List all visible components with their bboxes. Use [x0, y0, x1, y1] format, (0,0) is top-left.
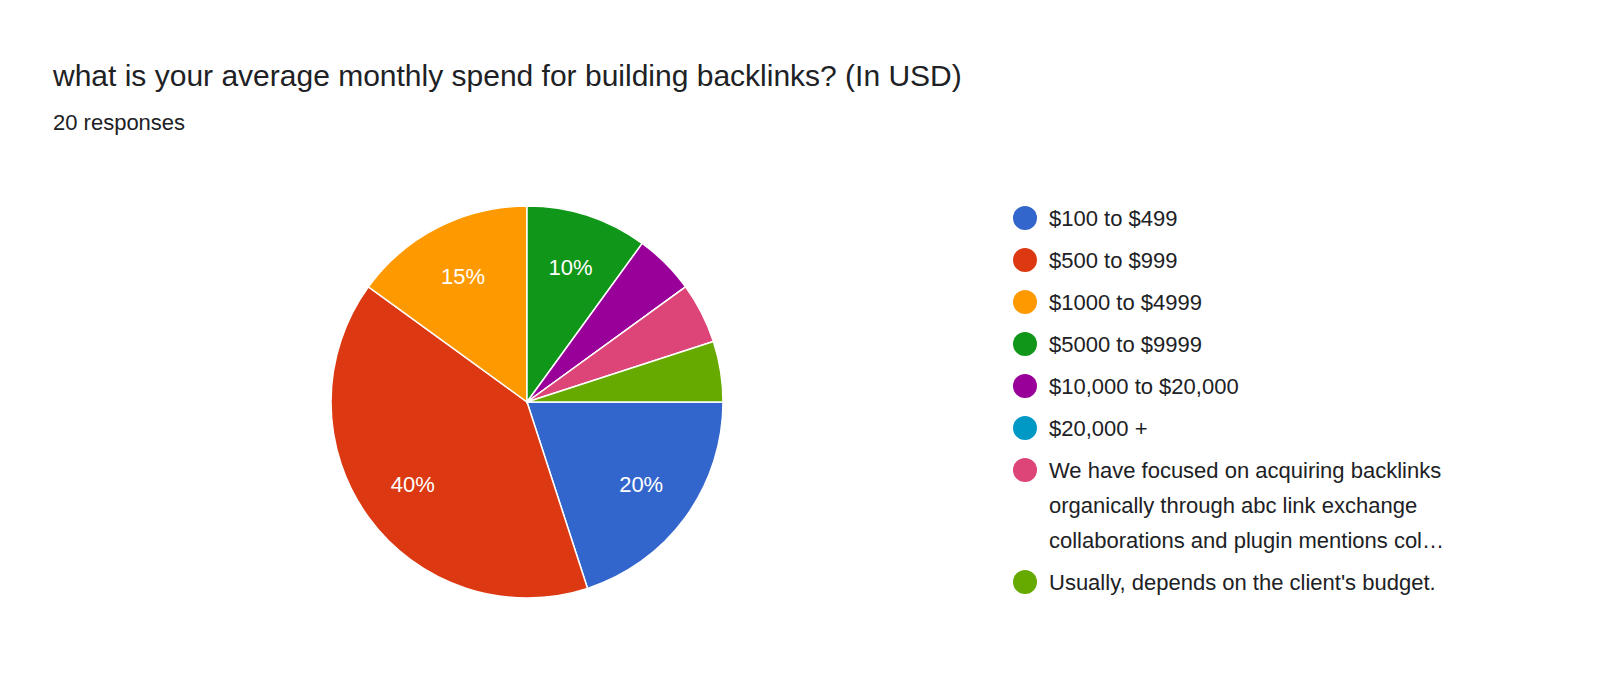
pie-slice: [368, 206, 527, 402]
data-label: 40%: [391, 472, 435, 497]
legend-swatch: [1013, 458, 1037, 482]
legend-line: Usually, depends on the client's budget.: [1049, 570, 1436, 595]
data-label: 10%: [549, 255, 593, 280]
data-labels: 20% 40% 15% 10%: [391, 255, 663, 497]
legend-label: We have focused on acquiring backlinks or…: [1049, 458, 1444, 553]
title: what is your average monthly spend for b…: [52, 59, 962, 92]
legend-swatch: [1013, 206, 1037, 230]
legend-label: $500 to $999: [1049, 248, 1177, 273]
legend-label: $100 to $499: [1049, 206, 1177, 231]
legend-line: collaborations and plugin mentions col…: [1049, 528, 1444, 553]
legend-label: $10,000 to $20,000: [1049, 374, 1239, 399]
pie-slice: [527, 341, 723, 402]
legend-swatch: [1013, 570, 1037, 594]
pie: [331, 206, 723, 598]
legend-label: Usually, depends on the client's budget.: [1049, 570, 1436, 595]
legend-swatch: [1013, 248, 1037, 272]
legend-line: $5000 to $9999: [1049, 332, 1202, 357]
legend-line: $20,000 +: [1049, 416, 1147, 441]
legend-line: $10,000 to $20,000: [1049, 374, 1239, 399]
legend-label: $1000 to $4999: [1049, 290, 1202, 315]
data-label: 20%: [619, 472, 663, 497]
data-label: 15%: [441, 264, 485, 289]
legend-swatch: [1013, 332, 1037, 356]
legend-line: organically through abc link exchange: [1049, 493, 1417, 518]
legend-swatch: [1013, 290, 1037, 314]
legend-line: $100 to $499: [1049, 206, 1177, 231]
chart: what is your average monthly spend for b…: [0, 0, 1600, 673]
legend-line: $500 to $999: [1049, 248, 1177, 273]
subtitle: 20 responses: [53, 110, 185, 135]
legend-swatch: [1013, 416, 1037, 440]
legend-label: $20,000 +: [1049, 416, 1147, 441]
legend-line: $1000 to $4999: [1049, 290, 1202, 315]
legend-swatch: [1013, 374, 1037, 398]
legend-line: We have focused on acquiring backlinks: [1049, 458, 1441, 483]
legend: $100 to $499 $500 to $999 $1000 to $4999 $5…: [1013, 206, 1444, 595]
legend-label: $5000 to $9999: [1049, 332, 1202, 357]
